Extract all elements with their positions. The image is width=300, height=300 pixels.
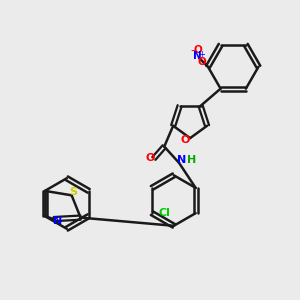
Text: O: O bbox=[181, 135, 190, 145]
Text: N: N bbox=[193, 51, 202, 62]
Text: H: H bbox=[187, 155, 196, 165]
Text: S: S bbox=[69, 188, 77, 197]
Text: O: O bbox=[193, 45, 202, 56]
Text: +: + bbox=[199, 50, 206, 59]
Text: N: N bbox=[178, 155, 187, 165]
Text: N: N bbox=[53, 217, 62, 226]
Text: O: O bbox=[146, 154, 155, 164]
Text: Cl: Cl bbox=[158, 208, 170, 218]
Text: O: O bbox=[198, 57, 206, 67]
Text: -: - bbox=[190, 44, 194, 57]
